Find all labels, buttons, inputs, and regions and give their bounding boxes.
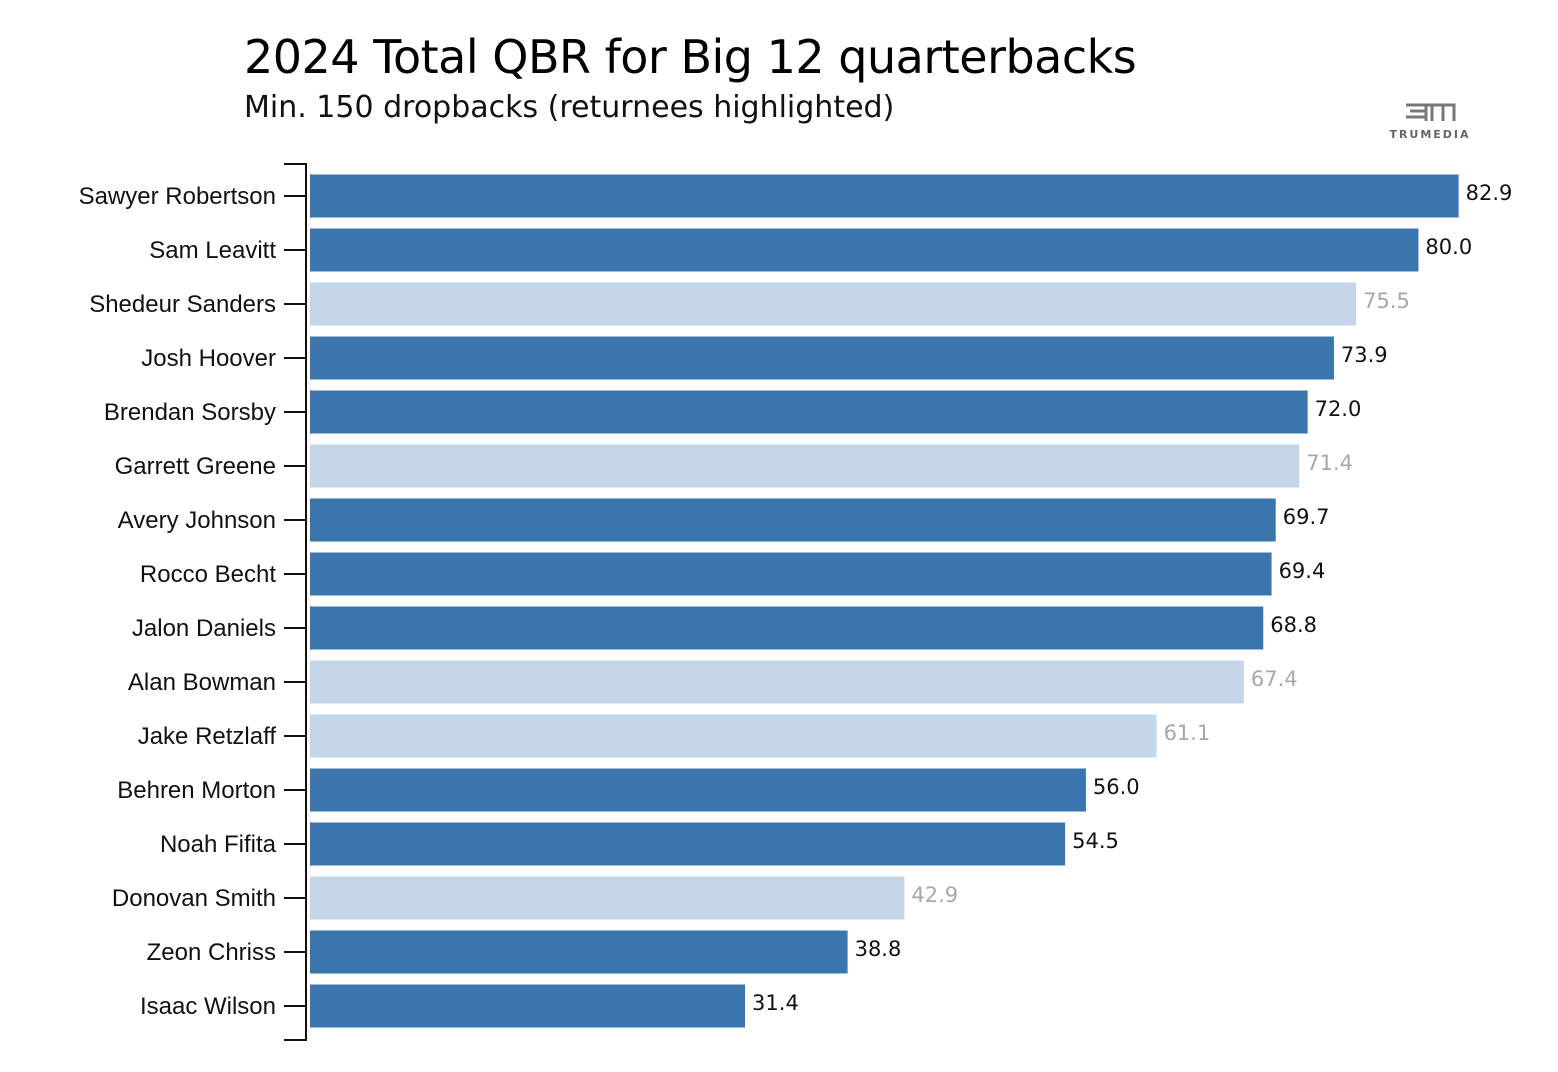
data-label: 67.4 [1251,667,1298,691]
data-label: 82.9 [1466,181,1513,205]
data-label: 71.4 [1306,451,1353,475]
bar [310,444,1300,488]
bar [310,768,1086,812]
y-tick-label: Josh Hoover [141,345,276,372]
data-label: 56.0 [1093,775,1140,799]
y-tick-label: Shedeur Sanders [89,291,276,318]
bar [310,552,1272,596]
data-label: 69.4 [1279,559,1326,583]
y-tick-label: Noah Fifita [160,831,277,858]
chart-title: 2024 Total QBR for Big 12 quarterbacks [244,30,1137,84]
data-label: 72.0 [1315,397,1362,421]
y-tick-label: Alan Bowman [128,669,276,696]
y-tick-label: Jake Retzlaff [138,723,277,750]
bar [310,876,905,920]
data-label: 54.5 [1072,829,1119,853]
y-tick-label: Isaac Wilson [140,993,276,1020]
y-tick-label: Brendan Sorsby [104,399,276,426]
bar [310,606,1264,650]
bar [310,930,848,974]
data-label: 61.1 [1164,721,1211,745]
y-tick-label: Sawyer Robertson [79,183,276,210]
y-tick-label: Behren Morton [117,777,276,804]
y-tick-label: Zeon Chriss [147,939,276,966]
data-label: 75.5 [1363,289,1410,313]
data-label: 31.4 [752,991,799,1015]
bar [310,390,1308,434]
bar [310,498,1276,542]
bar [310,336,1334,380]
y-tick-label: Sam Leavitt [149,237,276,264]
trumedia-logo: TRUMEDIA [1380,100,1480,144]
data-label: 68.8 [1270,613,1317,637]
data-label: 42.9 [911,883,958,907]
y-tick-label: Garrett Greene [115,453,276,480]
data-label: 80.0 [1425,235,1472,259]
bar [310,984,746,1028]
bar [310,228,1419,272]
chart-subtitle: Min. 150 dropbacks (returnees highlighte… [244,90,895,125]
data-label: 38.8 [855,937,902,961]
trumedia-logo-mark [1406,103,1456,121]
bar [310,714,1157,758]
logo-text: TRUMEDIA [1389,128,1471,141]
y-tick-label: Avery Johnson [118,507,276,534]
bar [310,282,1357,326]
data-label: 73.9 [1341,343,1388,367]
y-tick-label: Rocco Becht [140,561,276,588]
bar [310,822,1066,866]
y-tick-label: Donovan Smith [112,885,276,912]
bar [310,660,1244,704]
y-tick-label: Jalon Daniels [132,615,276,642]
bar [310,174,1459,218]
data-label: 69.7 [1283,505,1330,529]
